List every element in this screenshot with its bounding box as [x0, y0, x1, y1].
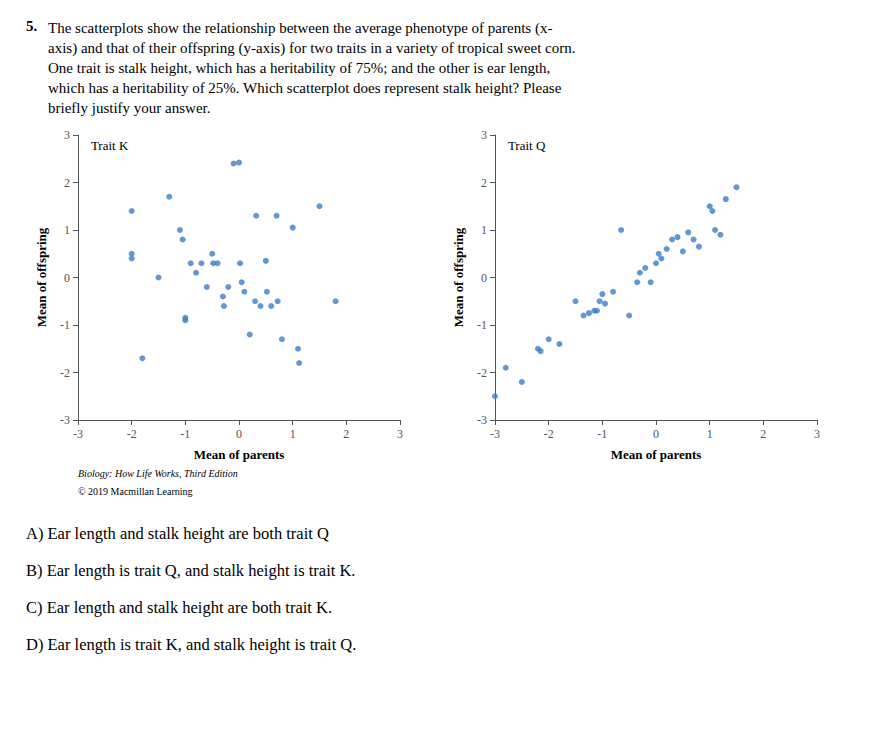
svg-text:B) Ear length is trait Q, and: B) Ear length is trait Q, and stalk heig… — [26, 561, 355, 580]
svg-text:-1: -1 — [597, 427, 607, 441]
svg-text:2: 2 — [481, 176, 487, 190]
svg-text:3: 3 — [64, 128, 70, 142]
svg-text:3: 3 — [397, 427, 403, 441]
svg-text:1: 1 — [707, 427, 713, 441]
svg-text:Trait Q: Trait Q — [508, 138, 546, 153]
svg-text:2: 2 — [64, 176, 70, 190]
svg-text:1: 1 — [290, 427, 296, 441]
svg-text:2: 2 — [760, 427, 766, 441]
svg-text:briefly justify your answer.: briefly justify your answer. — [48, 100, 210, 116]
svg-text:-3: -3 — [60, 413, 70, 427]
svg-text:-2: -2 — [477, 366, 487, 380]
svg-text:2: 2 — [343, 427, 349, 441]
svg-text:0: 0 — [64, 271, 70, 285]
svg-text:© 2019 Macmillan Learning: © 2019 Macmillan Learning — [78, 486, 193, 497]
svg-text:A) Ear length and stalk height: A) Ear length and stalk height are both … — [26, 524, 329, 543]
svg-text:0: 0 — [236, 427, 242, 441]
svg-text:3: 3 — [814, 427, 820, 441]
svg-text:-3: -3 — [490, 427, 500, 441]
svg-text:axis) and that of their offspr: axis) and that of their offspring (y-axi… — [48, 40, 575, 57]
svg-text:Mean of parents: Mean of parents — [611, 447, 702, 462]
svg-text:Biology: How Life Works, Third: Biology: How Life Works, Third Edition — [78, 468, 238, 479]
svg-text:-1: -1 — [60, 318, 70, 332]
svg-text:3: 3 — [481, 128, 487, 142]
svg-text:-1: -1 — [477, 318, 487, 332]
svg-text:0: 0 — [481, 271, 487, 285]
svg-text:Mean of parents: Mean of parents — [194, 447, 285, 462]
svg-text:-2: -2 — [544, 427, 554, 441]
svg-text:-2: -2 — [127, 427, 137, 441]
svg-text:0: 0 — [653, 427, 659, 441]
svg-text:The scatterplots show the rela: The scatterplots show the relationship b… — [48, 20, 552, 37]
svg-text:-3: -3 — [477, 413, 487, 427]
svg-text:1: 1 — [481, 223, 487, 237]
svg-text:which has a heritability of 25: which has a heritability of 25%. Which s… — [48, 80, 562, 96]
svg-text:-3: -3 — [73, 427, 83, 441]
svg-text:-1: -1 — [180, 427, 190, 441]
svg-text:1: 1 — [64, 223, 70, 237]
svg-text:Trait K: Trait K — [91, 138, 129, 153]
svg-text:Mean of offspring: Mean of offspring — [451, 227, 466, 327]
svg-text:C) Ear length and stalk height: C) Ear length and stalk height are both … — [26, 598, 332, 617]
svg-text:-2: -2 — [60, 366, 70, 380]
svg-text:One trait is stalk height, whi: One trait is stalk height, which has a h… — [48, 60, 550, 76]
svg-text:D) Ear length is trait K, and: D) Ear length is trait K, and stalk heig… — [26, 635, 356, 654]
svg-text:5.: 5. — [26, 18, 38, 34]
svg-text:Mean of offspring: Mean of offspring — [34, 227, 49, 327]
